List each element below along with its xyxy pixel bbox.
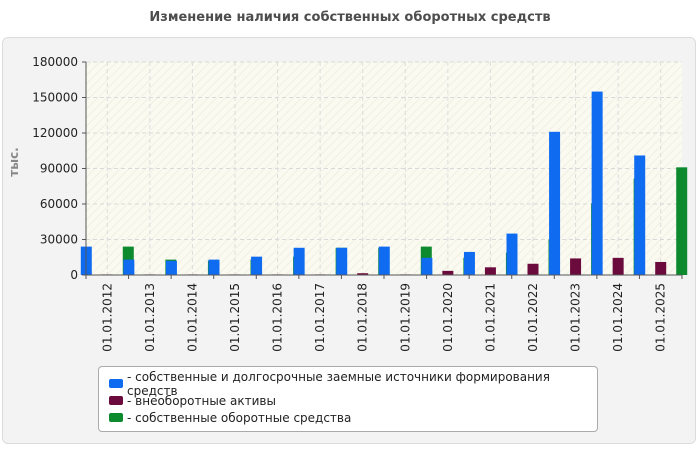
legend: - собственные и долгосрочные заемные ист…: [98, 366, 598, 432]
x-tick-label: 01.01.2016: [271, 283, 285, 352]
x-tick-label: 01.01.2018: [356, 283, 370, 352]
chart-title: Изменение наличия собственных оборотных …: [149, 10, 551, 25]
y-tick-label: 0: [70, 268, 78, 282]
axes: [82, 61, 683, 279]
bar-series-1-8: [442, 270, 454, 275]
x-tick-label: 01.01.2017: [313, 283, 327, 352]
bar-series-1-6: [357, 273, 369, 275]
bar-series-0-6: [336, 247, 348, 275]
x-tick-label: 01.01.2014: [185, 283, 199, 352]
bar-series-0-5: [293, 247, 305, 275]
x-tick-label: 01.01.2019: [398, 283, 412, 352]
y-tick-label: 180000: [32, 55, 78, 69]
x-tick-label: 01.01.2012: [100, 283, 114, 352]
bar-series-1-13: [655, 261, 667, 275]
x-tick-label: 01.01.2022: [526, 283, 540, 352]
legend-label-working-capital: - собственные оборотные средства: [127, 410, 352, 425]
bar-series-0-13: [634, 155, 646, 275]
x-tick-label: 01.01.2013: [143, 283, 157, 352]
legend-label-sources: - собственные и долгосрочные заемные ист…: [127, 369, 550, 398]
x-tick-label: 01.01.2023: [569, 283, 583, 352]
x-tick-label: 01.01.2024: [611, 283, 625, 352]
bar-series-0-8: [421, 257, 433, 275]
bar-series-2-13: [676, 167, 688, 275]
legend-item-working-capital: - собственные оборотные средства: [109, 409, 597, 426]
x-tick-labels: 01.01.2012 01.01.2013 01.01.2014 01.01.2015…: [100, 283, 667, 352]
bar-series-1-9: [484, 267, 496, 275]
y-axis-label: тыс.: [7, 147, 21, 176]
bar-series-0-11: [549, 131, 561, 275]
y-tick-label: 90000: [40, 162, 78, 176]
bar-series-1-11: [570, 258, 582, 275]
x-tick-label: 01.01.2021: [483, 283, 497, 352]
legend-item-noncurrent-assets: - внеоборотные активы: [109, 392, 597, 409]
legend-label-noncurrent-assets: - внеоборотные активы: [127, 393, 276, 408]
bars: [80, 91, 688, 276]
bar-series-0-9: [463, 251, 475, 275]
bar-series-0-2: [165, 260, 177, 275]
y-tick-label: 60000: [40, 197, 78, 211]
bar-series-0-4: [251, 256, 263, 275]
bar-series-1-12: [612, 257, 624, 275]
y-tick-labels: 0 30000 60000 90000 120000 150000 180000: [32, 55, 78, 282]
bar-series-0-7: [378, 246, 390, 275]
x-tick-label: 01.01.2020: [441, 283, 455, 352]
bar-series-0-3: [208, 259, 220, 275]
y-tick-label: 30000: [40, 233, 78, 247]
legend-swatch-working-capital: [109, 413, 123, 422]
legend-swatch-noncurrent-assets: [109, 396, 123, 405]
grid-lines: [86, 61, 682, 275]
legend-swatch-sources: [109, 379, 123, 388]
bar-series-1-10: [527, 263, 539, 275]
y-tick-label: 150000: [32, 91, 78, 105]
x-tick-label: 01.01.2025: [654, 283, 668, 352]
bar-series-0-1: [123, 259, 135, 275]
x-tick-label: 01.01.2015: [228, 283, 242, 352]
y-tick-label: 120000: [32, 126, 78, 140]
legend-item-sources: - собственные и долгосрочные заемные ист…: [109, 370, 597, 398]
bar-series-0-12: [591, 91, 603, 275]
bar-series-0-10: [506, 233, 518, 275]
